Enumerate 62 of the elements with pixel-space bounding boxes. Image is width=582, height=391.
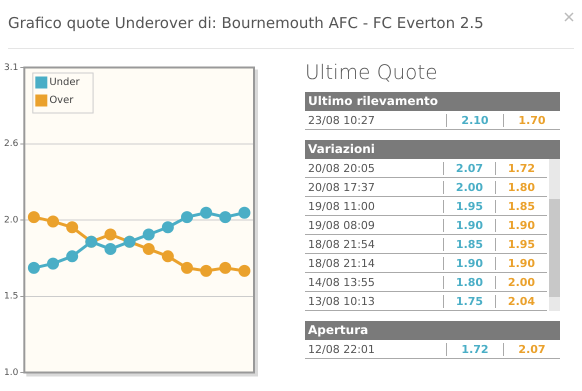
- point: [219, 262, 232, 274]
- data-label: 1.80: [495, 180, 547, 194]
- category-label: 20/08 20:05: [307, 162, 376, 174]
- y-tick-label: 3.1: [4, 62, 18, 73]
- text: Variazioni: [305, 140, 560, 159]
- point: [28, 211, 40, 224]
- data-label: 2.10: [446, 114, 503, 126]
- legend-label: Over: [49, 95, 74, 106]
- point: [238, 264, 250, 277]
- data-label: 1.85: [443, 238, 495, 250]
- data-label: 1.75: [443, 294, 495, 308]
- category-label: 19/08 08:09: [307, 218, 376, 232]
- category-label: 23/08 10:27: [307, 114, 376, 126]
- data-label: 2.00: [495, 276, 547, 288]
- category-label: 14/08 13:55: [307, 276, 376, 288]
- data-label: 1.72: [495, 162, 547, 174]
- point: [66, 250, 78, 262]
- point: [47, 215, 60, 228]
- point: [219, 211, 232, 224]
- text: Ultime Quote: [305, 60, 439, 84]
- legend-label: Under: [49, 77, 80, 88]
- data-label: 1.90: [443, 256, 495, 270]
- data-label: 1.70: [503, 114, 560, 126]
- data-label: 1.95: [443, 200, 495, 212]
- category-label: 12/08 22:01: [307, 342, 376, 356]
- category-label: 18/08 21:14: [307, 256, 376, 270]
- point: [162, 250, 174, 262]
- category-label: 20/08 17:37: [307, 180, 376, 194]
- point: [181, 262, 194, 274]
- category-label: 19/08 11:00: [307, 200, 376, 212]
- data-label: 1.90: [495, 218, 547, 232]
- data-label: 2.07: [443, 162, 495, 174]
- text: Ultimo rilevamento: [305, 92, 560, 111]
- point: [200, 206, 212, 219]
- y-tick-label: 2.0: [4, 215, 19, 226]
- data-label: 1.80: [443, 276, 495, 288]
- point: [66, 221, 78, 234]
- text: Apertura: [305, 321, 560, 340]
- chart-title: Grafico quote Underover di: Bournemouth AFC - FC Everton 2.5: [8, 14, 484, 32]
- point: [104, 243, 116, 256]
- point: [162, 221, 174, 234]
- point: [200, 264, 212, 277]
- data-label: 1.90: [443, 218, 495, 232]
- data-label: 1.95: [495, 238, 547, 250]
- data-label: 1.72: [446, 342, 503, 356]
- data-label: 2.07: [503, 342, 560, 356]
- y-tick-label: 1.0: [4, 368, 19, 378]
- point: [142, 228, 155, 241]
- category-label: 13/08 10:13: [307, 294, 376, 308]
- data-label: 2.00: [443, 180, 495, 194]
- point: [104, 228, 116, 241]
- point: [238, 206, 250, 219]
- point: [28, 262, 40, 274]
- data-label: 1.90: [495, 256, 547, 270]
- category-label: 18/08 21:54: [307, 238, 376, 250]
- data-label: 1.85: [495, 200, 547, 212]
- point: [181, 211, 194, 224]
- data-label: 2.04: [495, 294, 547, 308]
- y-tick-label: 1.5: [4, 292, 18, 302]
- point: [142, 243, 155, 256]
- point: [47, 258, 60, 270]
- y-tick-label: 2.6: [4, 139, 19, 150]
